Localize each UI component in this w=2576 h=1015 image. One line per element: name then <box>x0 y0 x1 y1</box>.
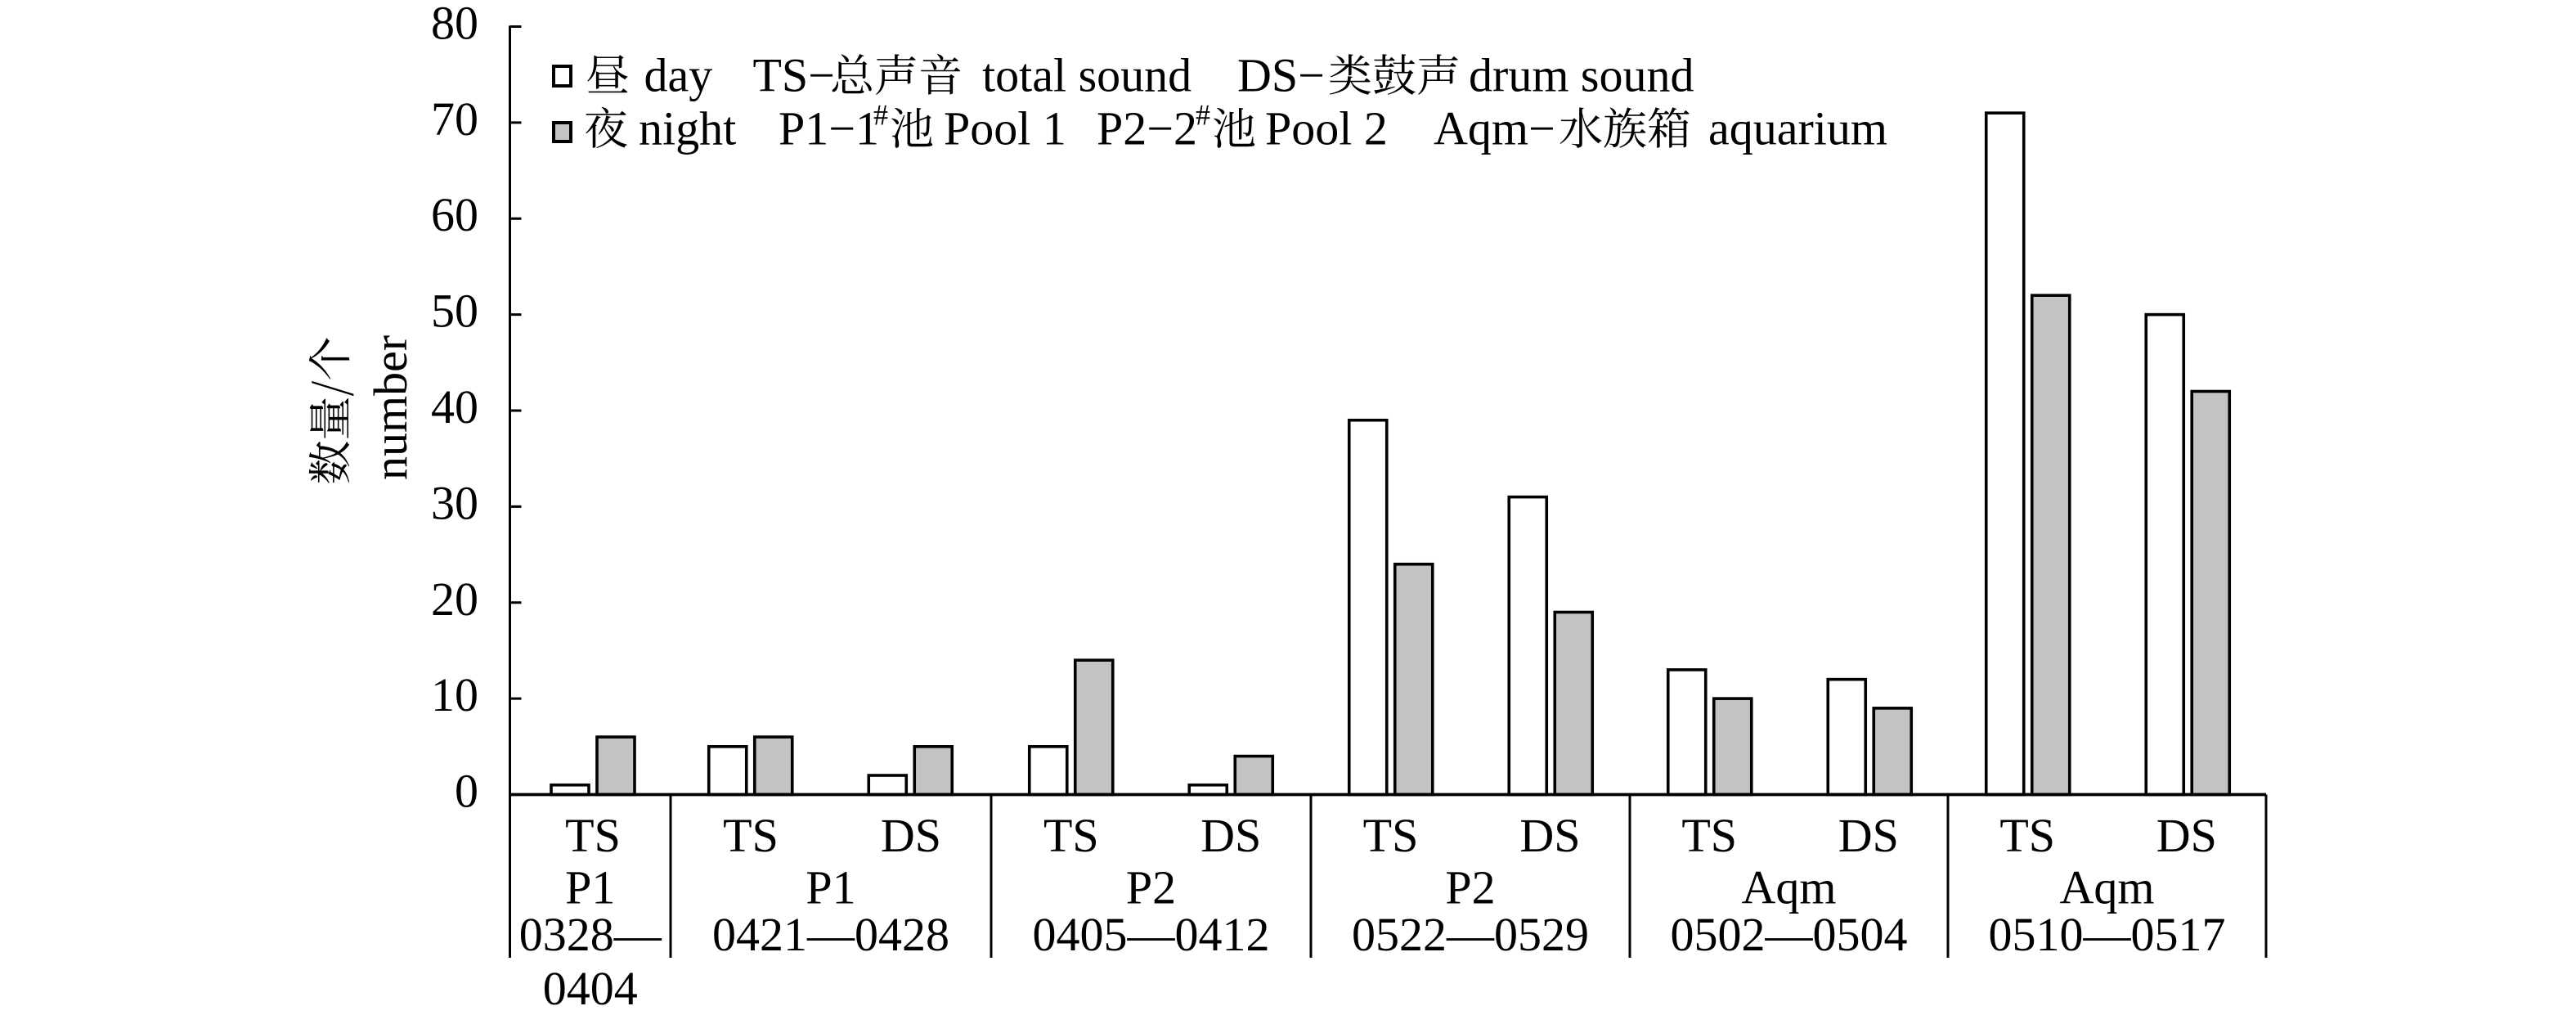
svg-text:P2: P2 <box>1445 861 1495 914</box>
svg-text:drum sound: drum sound <box>1469 49 1694 102</box>
svg-text:P2: P2 <box>1126 861 1176 914</box>
svg-text:0404: 0404 <box>543 962 638 1015</box>
svg-text:50: 50 <box>431 285 478 338</box>
svg-text:30: 30 <box>431 476 478 529</box>
svg-text:TS: TS <box>723 809 779 862</box>
svg-text:P2−2: P2−2 <box>1097 102 1197 155</box>
svg-text:0405—0412: 0405—0412 <box>1033 908 1270 961</box>
svg-text:DS: DS <box>1838 809 1899 862</box>
svg-text:0: 0 <box>455 765 478 818</box>
svg-text:DS: DS <box>881 809 941 862</box>
svg-text:day: day <box>644 49 713 102</box>
svg-text:Pool 1: Pool 1 <box>944 102 1066 155</box>
svg-text:Pool 2: Pool 2 <box>1265 102 1388 155</box>
svg-text:80: 80 <box>431 0 478 50</box>
svg-text:TS: TS <box>1681 809 1737 862</box>
svg-text:DS: DS <box>2156 809 2217 862</box>
svg-text:0328—: 0328— <box>519 908 662 961</box>
svg-text:20: 20 <box>431 573 478 626</box>
svg-text:0502—0504: 0502—0504 <box>1671 908 1908 961</box>
svg-text:night: night <box>639 102 736 155</box>
svg-text:40: 40 <box>431 380 478 433</box>
svg-text:number: number <box>364 335 417 480</box>
svg-text:70: 70 <box>431 92 478 146</box>
svg-text:P1: P1 <box>806 861 855 914</box>
svg-text:0510—0517: 0510—0517 <box>1989 908 2226 961</box>
svg-text:P1−1: P1−1 <box>779 102 879 155</box>
svg-text:TS: TS <box>1999 809 2055 862</box>
svg-text:0522—0529: 0522—0529 <box>1352 908 1589 961</box>
svg-text:DS: DS <box>1519 809 1580 862</box>
svg-text:10: 10 <box>431 668 478 721</box>
svg-text:Aqm: Aqm <box>1742 861 1837 914</box>
svg-text:0421—0428: 0421—0428 <box>712 908 949 961</box>
svg-text:P1: P1 <box>565 861 615 914</box>
svg-text:DS: DS <box>1200 809 1261 862</box>
svg-text:TS: TS <box>565 809 621 862</box>
svg-text:DS−: DS− <box>1237 49 1325 102</box>
svg-text:Aqm−: Aqm− <box>1434 102 1555 155</box>
svg-text:TS: TS <box>1043 809 1099 862</box>
svg-text:Aqm: Aqm <box>2060 861 2155 914</box>
svg-text:total sound: total sound <box>982 49 1192 102</box>
svg-text:aquarium: aquarium <box>1708 102 1887 155</box>
svg-text:60: 60 <box>431 188 478 241</box>
svg-text:TS−: TS− <box>753 49 835 102</box>
svg-text:TS: TS <box>1363 809 1419 862</box>
